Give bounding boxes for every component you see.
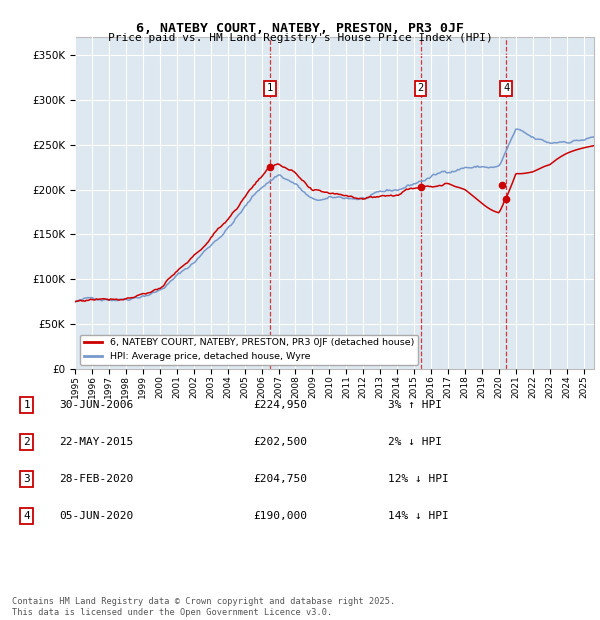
Text: Price paid vs. HM Land Registry's House Price Index (HPI): Price paid vs. HM Land Registry's House … <box>107 33 493 43</box>
Text: 2: 2 <box>23 437 30 447</box>
Text: 4: 4 <box>503 83 509 93</box>
Text: £224,950: £224,950 <box>253 400 307 410</box>
Text: £204,750: £204,750 <box>253 474 307 484</box>
Text: 2% ↓ HPI: 2% ↓ HPI <box>388 437 442 447</box>
Text: 1: 1 <box>267 83 273 93</box>
Text: 6, NATEBY COURT, NATEBY, PRESTON, PR3 0JF: 6, NATEBY COURT, NATEBY, PRESTON, PR3 0J… <box>136 22 464 35</box>
Text: 3% ↑ HPI: 3% ↑ HPI <box>388 400 442 410</box>
Text: £190,000: £190,000 <box>253 512 307 521</box>
Text: 12% ↓ HPI: 12% ↓ HPI <box>388 474 449 484</box>
Text: 05-JUN-2020: 05-JUN-2020 <box>59 512 133 521</box>
Text: 30-JUN-2006: 30-JUN-2006 <box>59 400 133 410</box>
Text: 2: 2 <box>418 83 424 93</box>
Text: 4: 4 <box>23 512 30 521</box>
Text: 3: 3 <box>23 474 30 484</box>
Text: 22-MAY-2015: 22-MAY-2015 <box>59 437 133 447</box>
Text: £202,500: £202,500 <box>253 437 307 447</box>
Text: 28-FEB-2020: 28-FEB-2020 <box>59 474 133 484</box>
Text: 14% ↓ HPI: 14% ↓ HPI <box>388 512 449 521</box>
Text: Contains HM Land Registry data © Crown copyright and database right 2025.
This d: Contains HM Land Registry data © Crown c… <box>12 598 395 617</box>
Legend: 6, NATEBY COURT, NATEBY, PRESTON, PR3 0JF (detached house), HPI: Average price, : 6, NATEBY COURT, NATEBY, PRESTON, PR3 0J… <box>80 335 418 365</box>
Text: 1: 1 <box>23 400 30 410</box>
